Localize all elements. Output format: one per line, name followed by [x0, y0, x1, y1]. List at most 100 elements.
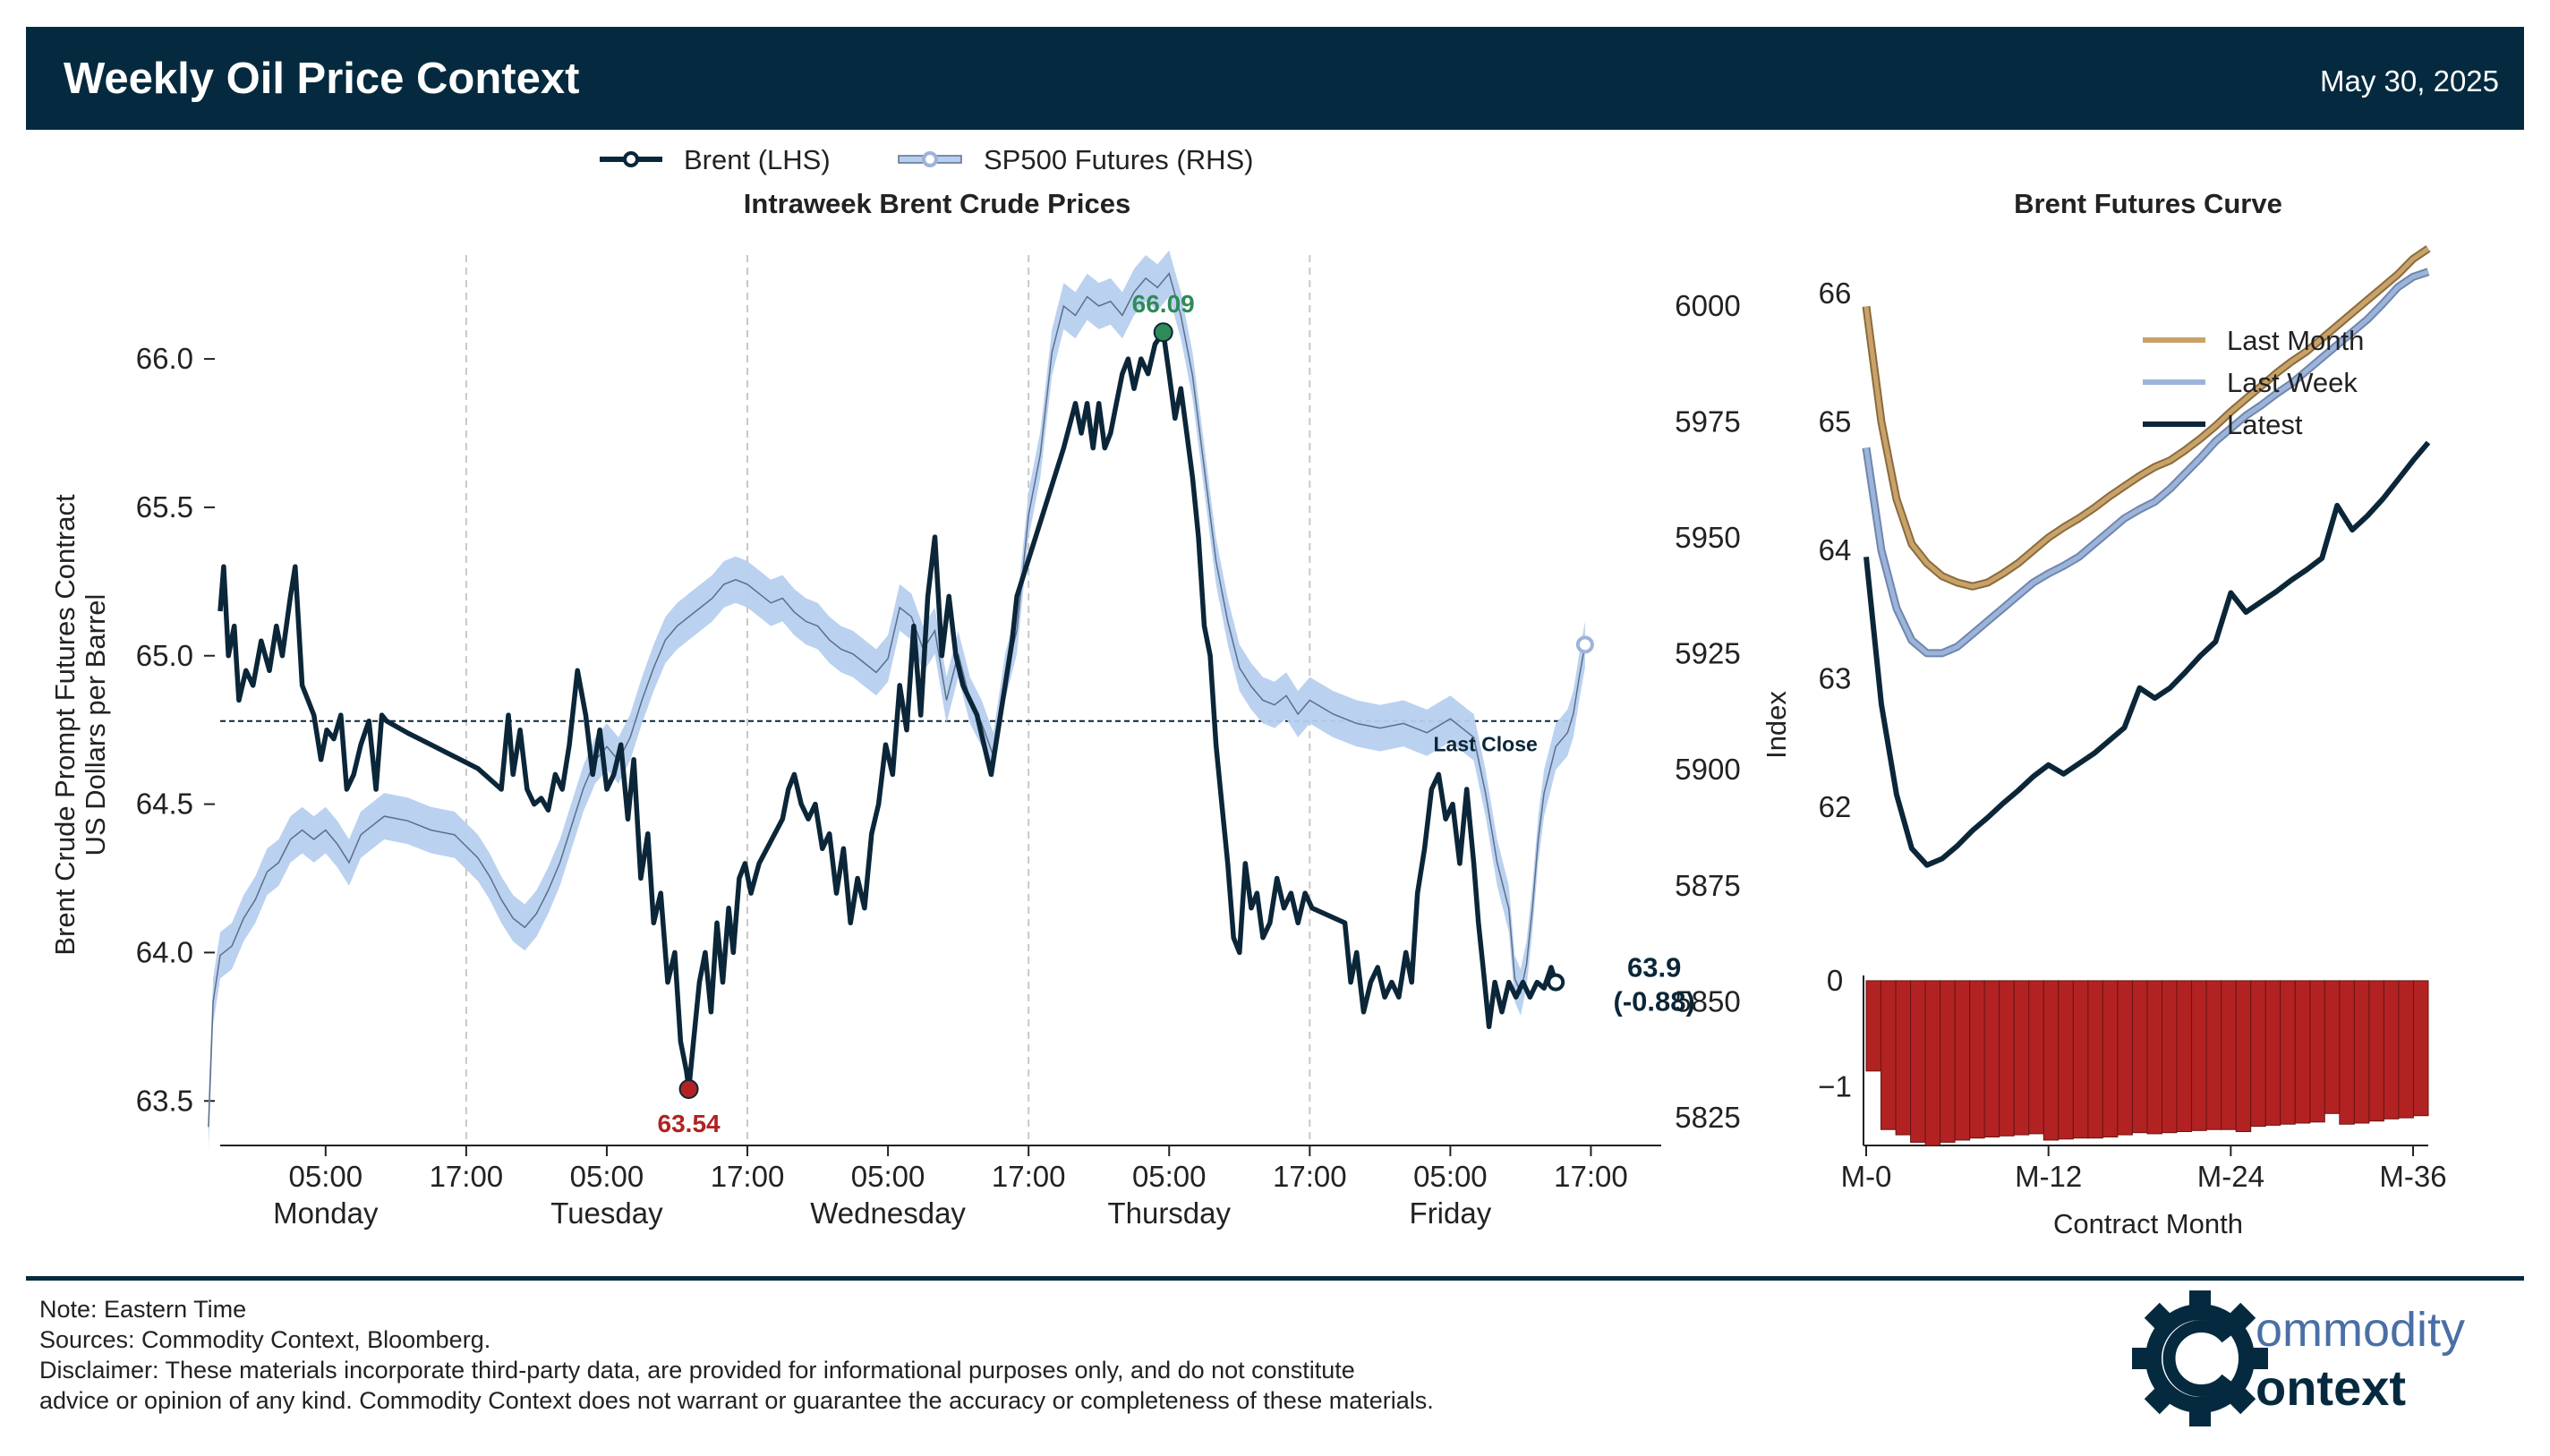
curve-change-bar: [2087, 980, 2103, 1139]
x-tick-label: 05:00: [1132, 1160, 1207, 1193]
x-tick-label: 17:00: [711, 1160, 785, 1193]
curve-change-bar: [2058, 980, 2074, 1140]
x-tick-label: 05:00: [851, 1160, 925, 1193]
legend-latest-label: Latest: [2227, 409, 2303, 440]
x-tick-label: 05:00: [570, 1160, 644, 1193]
curve-change-bar: [2383, 980, 2400, 1120]
x-tick-label: 17:00: [1273, 1160, 1347, 1193]
page-title: Weekly Oil Price Context: [64, 55, 580, 103]
report-date: May 30, 2025: [2320, 64, 2499, 98]
last-price-marker: [1547, 973, 1565, 992]
legend-brent-label: Brent (LHS): [684, 144, 831, 175]
legend-sp500-label: SP500 Futures (RHS): [984, 144, 1254, 175]
curve-change-bar: [1881, 980, 1897, 1130]
curve-change-bar: [2353, 980, 2370, 1124]
last-change-label: (-0.88): [1614, 986, 1695, 1017]
curve-change-bar: [2102, 980, 2119, 1138]
y2-tick-label: 5900: [1675, 753, 1740, 786]
curve-change-bar: [2413, 980, 2429, 1117]
low-marker: [678, 1078, 699, 1099]
last-month-curve: [1863, 246, 2430, 589]
last-close-label: Last Close: [1433, 733, 1537, 756]
intraweek-y2-axis-label: Index: [1761, 691, 1792, 759]
futures-curve-axes: 62 63 64 65 66: [1819, 277, 1852, 823]
intraweek-axes: 63.5 64.0 64.5 65.0 65.5 66.0 5825 5850 5875 5900…: [136, 289, 1741, 1230]
bar-chart-bars: [1865, 980, 2429, 1146]
bar-chart-axes: 0 −1 M-0 M-12 M-24 M-36: [1818, 964, 2446, 1193]
curve-change-bar: [1924, 980, 1941, 1146]
bar-chart-x-axis-label: Contract Month: [2053, 1208, 2243, 1239]
curve-change-bar: [2368, 980, 2384, 1122]
curve-change-bar: [2132, 980, 2148, 1134]
curve-change-bar: [1910, 980, 1926, 1143]
x-tick-label: 17:00: [992, 1160, 1066, 1193]
curve-change-bar: [2221, 980, 2237, 1130]
high-marker: [1153, 322, 1173, 343]
curve-change-bar: [1895, 980, 1912, 1136]
sp500-end-marker: [1575, 635, 1594, 654]
header-bar: Weekly Oil Price Context May 30, 2025: [26, 27, 2524, 130]
curve-change-bar: [2146, 980, 2162, 1135]
bar-x-tick-label: M-24: [2197, 1160, 2264, 1193]
x-tick-label: 17:00: [430, 1160, 504, 1193]
curve-change-bar: [1940, 980, 1956, 1143]
brent-series-line: [217, 329, 1558, 1092]
curve-y-tick-label: 65: [1819, 405, 1852, 439]
y-tick-label: 66.0: [136, 342, 193, 375]
x-tick-label: 05:00: [289, 1160, 363, 1193]
intraweek-y-axis-label-line1: Brent Crude Prompt Futures Contract: [49, 494, 81, 956]
curve-change-bar: [1954, 980, 1971, 1141]
curve-change-bar: [1983, 980, 2000, 1138]
y2-tick-label: 5950: [1675, 521, 1740, 554]
intraweek-legend: Brent (LHS) SP500 Futures (RHS): [600, 144, 1254, 175]
legend-last-month-label: Last Month: [2227, 325, 2364, 356]
last-week-curve: [1863, 269, 2429, 656]
gear-c-icon: [2132, 1290, 2268, 1426]
x-day-label: Tuesday: [550, 1196, 663, 1230]
y-tick-label: 65.0: [136, 639, 193, 672]
curve-change-bar: [2280, 980, 2296, 1125]
bar-y-tick-label: −1: [1818, 1070, 1852, 1103]
footer-note: Note: Eastern Time: [39, 1296, 247, 1323]
y-tick-label: 65.5: [136, 490, 193, 524]
futures-curve-title: Brent Futures Curve: [2014, 188, 2282, 219]
curve-change-bar: [2162, 980, 2178, 1134]
y2-tick-label: 5875: [1675, 869, 1740, 902]
footer-sources: Sources: Commodity Context, Bloomberg.: [39, 1326, 491, 1353]
x-day-label: Wednesday: [810, 1196, 966, 1230]
curve-y-tick-label: 66: [1819, 277, 1852, 310]
last-month-curve-outline: [1862, 245, 2431, 591]
curve-change-bar: [2191, 980, 2207, 1131]
bar-x-tick-label: M-0: [1841, 1160, 1892, 1193]
y2-tick-label: 5850: [1675, 984, 1740, 1017]
y-tick-label: 64.5: [136, 788, 193, 821]
legend-sp500-marker: [922, 151, 938, 167]
y2-tick-label: 6000: [1675, 289, 1740, 322]
y-tick-label: 64.0: [136, 935, 193, 968]
sp500-series-line: [208, 272, 1586, 1128]
intraweek-y-axis-label-line2: US Dollars per Barrel: [80, 594, 111, 856]
curve-change-bar: [2309, 980, 2325, 1123]
high-value-label: 66.09: [1132, 290, 1195, 318]
curve-change-bar: [1999, 980, 2015, 1137]
curve-change-bar-chart: 0 −1 M-0 M-12 M-24 M-36 Contract Month: [1818, 964, 2446, 1239]
curve-change-bar: [2043, 980, 2060, 1141]
curve-change-bar: [2294, 980, 2311, 1124]
curve-change-bar: [1865, 980, 1881, 1072]
x-day-label: Friday: [1410, 1196, 1492, 1230]
curve-change-bar: [2398, 980, 2414, 1119]
curve-change-bar: [2117, 980, 2133, 1136]
y2-tick-label: 5925: [1675, 637, 1740, 670]
curve-y-tick-label: 62: [1819, 790, 1852, 823]
latest-curve: [1863, 440, 2431, 868]
curve-change-bar: [2235, 980, 2252, 1133]
commodity-context-logo: ommodity ontext: [2132, 1290, 2465, 1426]
logo-word-commodity: ommodity: [2256, 1303, 2465, 1357]
curve-y-tick-label: 63: [1819, 662, 1852, 695]
y2-tick-label: 5825: [1675, 1101, 1740, 1134]
x-tick-label: 05:00: [1413, 1160, 1488, 1193]
footer-disclaimer-line1: Disclaimer: These materials incorporate …: [39, 1357, 1355, 1384]
curve-change-bar: [2339, 980, 2355, 1125]
bar-x-tick-label: M-12: [2015, 1160, 2082, 1193]
